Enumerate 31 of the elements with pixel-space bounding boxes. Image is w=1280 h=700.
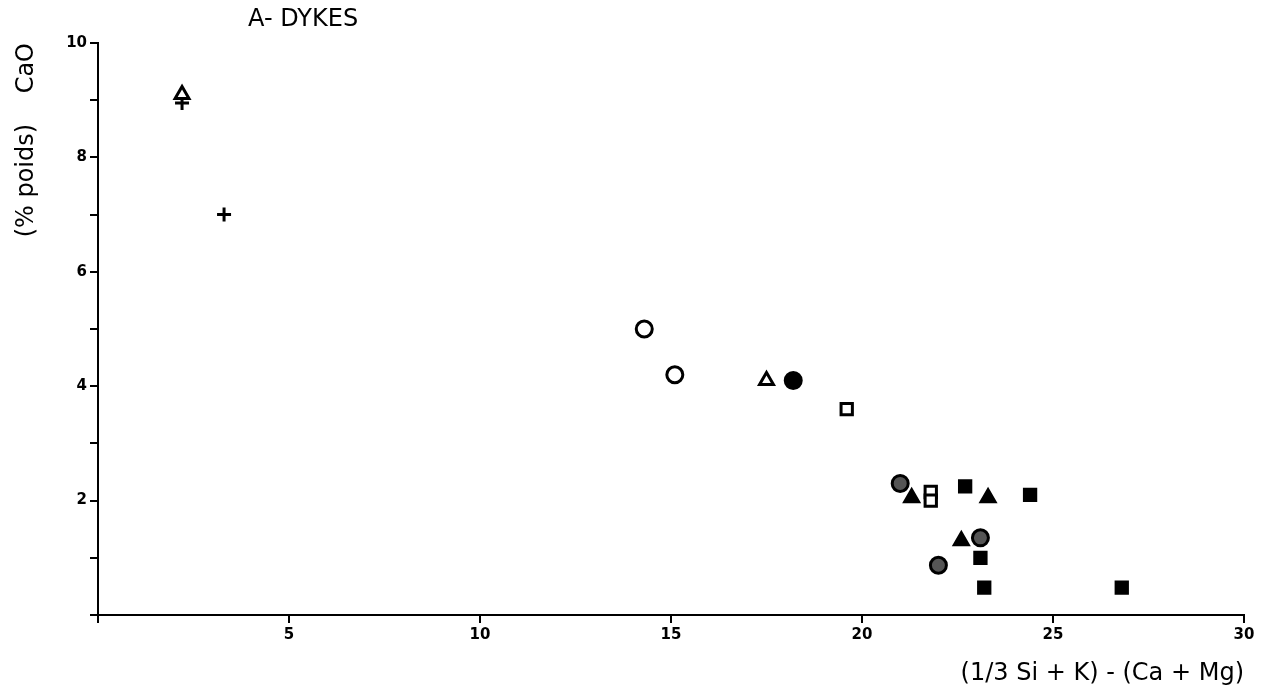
x-tick-label: 30 xyxy=(1233,624,1255,643)
x-tick-label: 10 xyxy=(469,624,491,643)
y-tick-label: 8 xyxy=(76,147,87,166)
point xyxy=(973,550,988,565)
y-tick-label: 10 xyxy=(66,32,87,51)
point xyxy=(1022,487,1038,503)
y-tick-label: 2 xyxy=(76,490,87,509)
x-tick-label: 5 xyxy=(283,624,295,643)
point xyxy=(903,488,921,504)
x-tick-label: 15 xyxy=(660,624,682,643)
point xyxy=(923,493,938,508)
y-tick-label: 4 xyxy=(76,376,87,395)
point xyxy=(952,531,970,547)
point xyxy=(839,401,854,417)
point xyxy=(928,555,948,575)
y-tick-label: 6 xyxy=(76,261,87,280)
point xyxy=(977,580,992,595)
x-axis-title: (1/3 Si + K) - (Ca + Mg) xyxy=(960,657,1244,686)
point xyxy=(634,319,654,339)
point xyxy=(783,370,803,390)
point xyxy=(665,365,685,385)
point xyxy=(890,473,910,493)
point xyxy=(979,488,997,504)
point xyxy=(970,528,990,548)
point xyxy=(1114,580,1129,595)
chart-title: A- DYKES xyxy=(248,4,359,33)
x-tick-label: 25 xyxy=(1042,624,1064,643)
y-axis-title: (% poids) CaO xyxy=(10,43,39,238)
point xyxy=(215,206,233,224)
x-tick-label: 20 xyxy=(851,624,873,643)
point xyxy=(957,479,973,494)
